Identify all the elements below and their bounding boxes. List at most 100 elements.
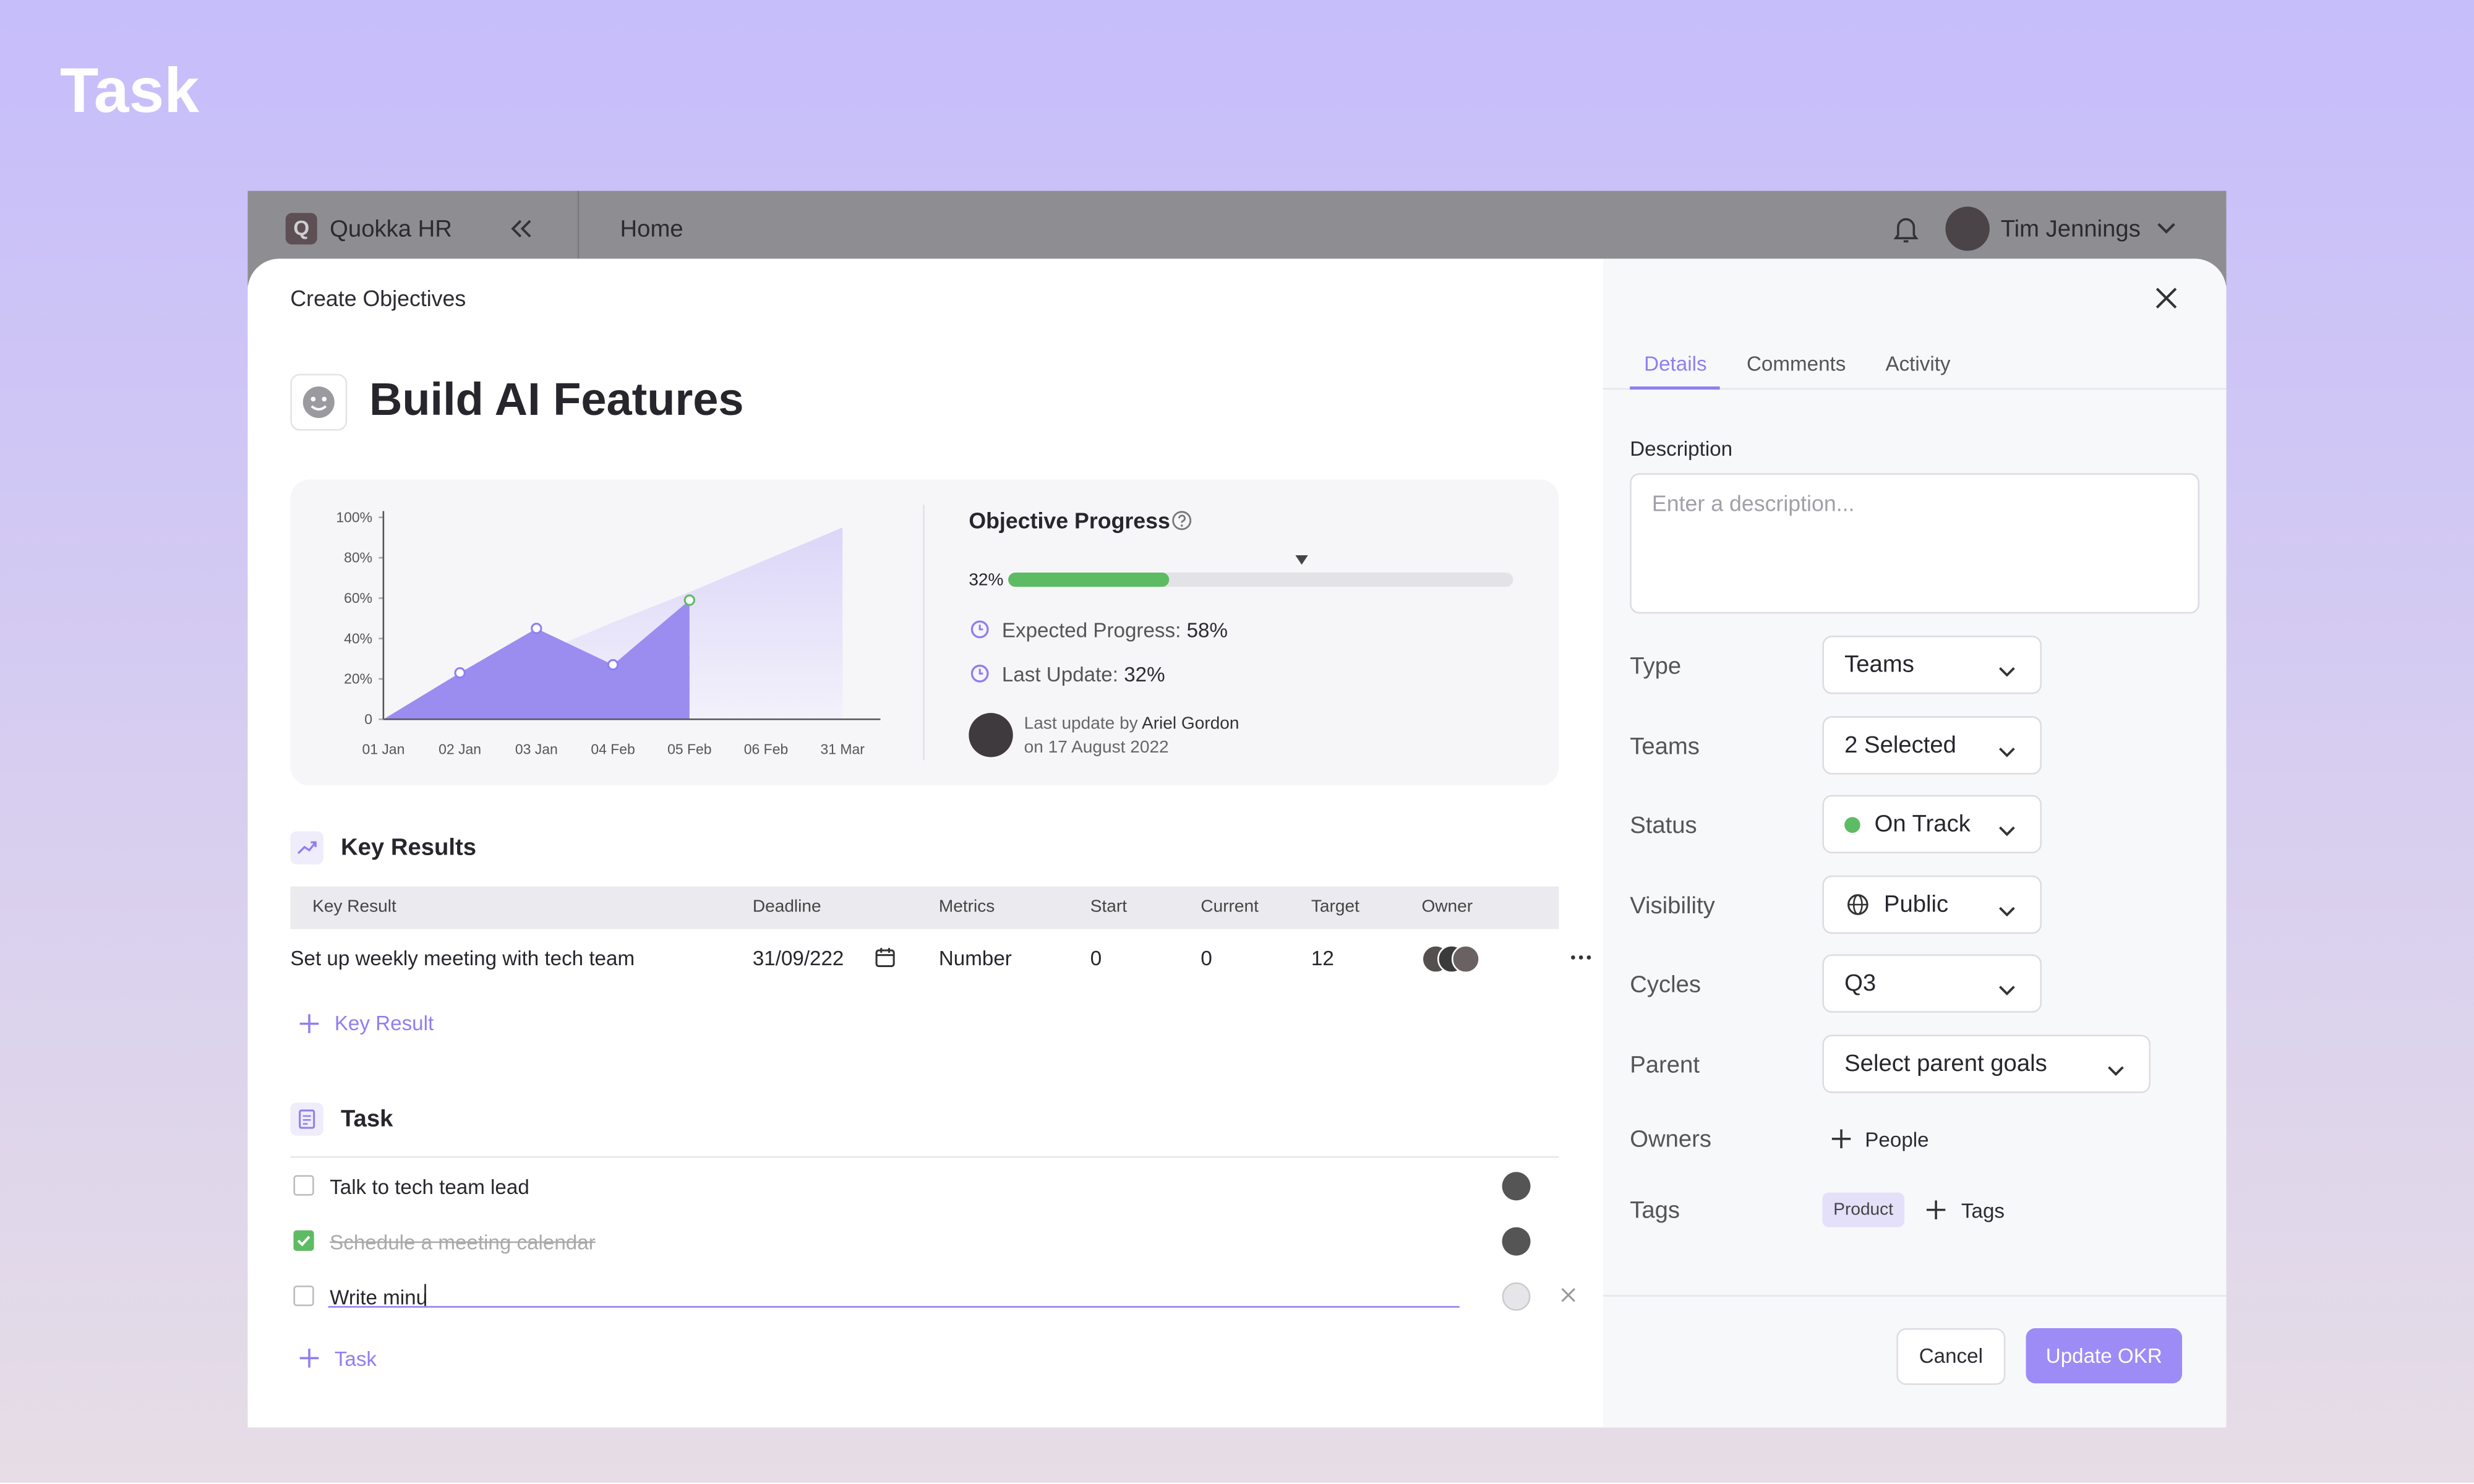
- add-owner[interactable]: People: [1865, 1127, 1929, 1152]
- key-results-title: Key Results: [341, 834, 477, 861]
- x-tick-label: 03 Jan: [515, 741, 558, 757]
- point: [607, 659, 619, 671]
- calendar-icon[interactable]: [874, 947, 896, 969]
- row-menu[interactable]: [1570, 954, 1592, 960]
- point: [454, 667, 466, 679]
- expected-icon: [970, 620, 989, 639]
- table-header-cell: Start: [1090, 897, 1128, 917]
- task-text[interactable]: Talk to tech team lead: [330, 1175, 529, 1199]
- field-value[interactable]: Select parent goals: [1844, 1050, 2047, 1078]
- x-tick-label: 05 Feb: [667, 741, 711, 757]
- field-chevron[interactable]: [1998, 738, 2017, 757]
- add-icon[interactable]: [1831, 1129, 1851, 1149]
- y-tick-label: 0: [364, 711, 372, 727]
- tab[interactable]: Activity: [1885, 351, 1951, 376]
- progress-fill: [1008, 573, 1170, 587]
- tags-label: Tags: [1630, 1197, 1680, 1224]
- y-tick-label: 60%: [344, 590, 372, 606]
- add-tag[interactable]: Tags: [1961, 1198, 2005, 1223]
- task-checkbox[interactable]: [293, 1175, 314, 1196]
- task-title: Task: [341, 1106, 393, 1133]
- field-chevron[interactable]: [1998, 977, 2017, 996]
- tab[interactable]: Comments: [1746, 351, 1846, 376]
- remove-task[interactable]: [1560, 1287, 1577, 1303]
- field-label: Parent: [1630, 1052, 1700, 1079]
- task-checkbox[interactable]: [293, 1286, 314, 1307]
- brand-name[interactable]: Quokka HR: [330, 216, 452, 243]
- field-select[interactable]: [1822, 1034, 2151, 1093]
- field-value[interactable]: Q3: [1844, 970, 1877, 998]
- tag-chip[interactable]: Product: [1822, 1192, 1904, 1227]
- modal-heading: Create Objectives: [290, 285, 466, 311]
- user-chevron[interactable]: [2155, 221, 2178, 237]
- last-update-value: 32%: [1124, 662, 1165, 686]
- user-name[interactable]: Tim Jennings: [2000, 216, 2141, 243]
- field-select[interactable]: [1822, 636, 2042, 694]
- table-header-cell: Current: [1201, 897, 1259, 917]
- table-cell: Number: [938, 946, 1012, 970]
- divider: [577, 190, 580, 259]
- description-input[interactable]: [1630, 473, 2200, 614]
- page-title: Task: [59, 56, 199, 127]
- update-date: on 17 August 2022: [1024, 738, 1169, 757]
- x-tick-label: 06 Feb: [744, 741, 788, 757]
- task-assignee[interactable]: [1502, 1172, 1531, 1201]
- emoji-picker[interactable]: [290, 373, 348, 431]
- task-assignee[interactable]: [1502, 1227, 1531, 1256]
- y-tick-label: 80%: [344, 550, 372, 566]
- task-text[interactable]: Write minu: [330, 1286, 428, 1310]
- card-divider: [923, 505, 925, 761]
- help-icon[interactable]: [1171, 510, 1193, 532]
- nav-home[interactable]: Home: [620, 216, 683, 243]
- add-icon[interactable]: [298, 1013, 320, 1035]
- add-task[interactable]: Task: [334, 1347, 377, 1371]
- owner-avatar: [1451, 945, 1480, 973]
- task-checkbox[interactable]: [293, 1230, 314, 1251]
- tab[interactable]: Details: [1644, 351, 1707, 376]
- field-select[interactable]: [1822, 955, 2042, 1013]
- field-chevron[interactable]: [1998, 897, 2017, 916]
- bell-icon[interactable]: [1892, 213, 1920, 244]
- field-value[interactable]: Teams: [1844, 651, 1914, 678]
- globe-icon: [1846, 892, 1870, 916]
- field-chevron[interactable]: [2107, 1057, 2126, 1076]
- last-update-icon: [970, 664, 989, 683]
- table-cell[interactable]: Set up weekly meeting with tech team: [290, 946, 635, 970]
- update-person[interactable]: Ariel Gordon: [1141, 714, 1239, 734]
- objective-title[interactable]: Build AI Features: [369, 375, 744, 426]
- description-placeholder[interactable]: Enter a description...: [1651, 490, 1855, 516]
- tab-divider: [1603, 388, 2227, 390]
- brand-icon: Q: [285, 213, 317, 245]
- update-by-label: Last update by: [1024, 714, 1138, 734]
- field-chevron[interactable]: [1998, 658, 2017, 677]
- field-label: Teams: [1630, 733, 1700, 760]
- add-icon[interactable]: [298, 1347, 320, 1370]
- field-value[interactable]: On Track: [1874, 811, 1971, 838]
- task-text[interactable]: Schedule a meeting calendar: [330, 1230, 596, 1255]
- y-tick-label: 40%: [344, 630, 372, 646]
- field-value[interactable]: Public: [1883, 890, 1949, 918]
- collapse-icon[interactable]: [508, 218, 533, 240]
- table-header-cell: Target: [1311, 897, 1359, 917]
- point: [683, 594, 695, 606]
- cancel-button[interactable]: Cancel: [1896, 1328, 2006, 1385]
- table-cell: 0: [1090, 946, 1102, 970]
- field-chevron[interactable]: [1998, 817, 2017, 837]
- field-value[interactable]: 2 Selected: [1844, 731, 1956, 759]
- add-icon[interactable]: [1926, 1200, 1946, 1219]
- task-divider: [290, 1156, 1559, 1158]
- description-label: Description: [1630, 437, 1733, 461]
- table-header-cell: Deadline: [752, 897, 821, 917]
- field-select[interactable]: [1822, 715, 2042, 774]
- add-key-result[interactable]: Key Result: [334, 1011, 434, 1035]
- task-assignee[interactable]: [1502, 1282, 1531, 1311]
- table-header: [290, 886, 1559, 929]
- table-cell[interactable]: 31/09/222: [752, 946, 844, 970]
- footer-divider: [1603, 1295, 2227, 1297]
- close-button[interactable]: [2154, 286, 2179, 311]
- x-tick-label: 02 Jan: [439, 741, 481, 757]
- user-avatar[interactable]: [1945, 207, 1990, 251]
- submit-button[interactable]: Update OKR: [2026, 1328, 2183, 1384]
